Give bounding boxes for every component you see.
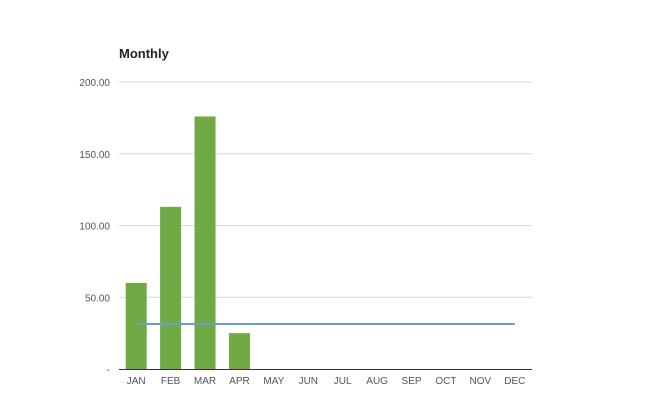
x-tick-label: JAN bbox=[127, 376, 146, 387]
grid-lines bbox=[119, 81, 532, 298]
chart-title: Monthly bbox=[119, 46, 169, 61]
y-tick-label: 50.00 bbox=[85, 293, 110, 304]
y-tick-label: - bbox=[107, 365, 110, 376]
x-tick-label: MAR bbox=[194, 376, 216, 387]
x-tick-label: JUN bbox=[299, 376, 318, 387]
x-tick-label: AUG bbox=[366, 376, 388, 387]
bar bbox=[228, 333, 250, 369]
x-tick-label: SEP bbox=[402, 376, 422, 387]
bar bbox=[194, 116, 216, 369]
tick-labels: - 50.00 100.00 150.00 200.00 JAN FEB MAR APR MAY J… bbox=[79, 78, 525, 387]
bar-series bbox=[125, 116, 250, 369]
x-tick-label: OCT bbox=[435, 376, 456, 387]
bar bbox=[125, 282, 147, 369]
y-tick-label: 150.00 bbox=[79, 150, 110, 161]
x-tick-label: FEB bbox=[161, 376, 181, 387]
y-tick-label: 200.00 bbox=[79, 78, 110, 89]
x-tick-label: NOV bbox=[470, 376, 492, 387]
x-tick-label: APR bbox=[229, 376, 250, 387]
x-tick-label: JUL bbox=[334, 376, 352, 387]
y-tick-label: 100.00 bbox=[79, 222, 110, 233]
bar bbox=[160, 206, 182, 369]
x-tick-label: MAY bbox=[263, 376, 284, 387]
x-tick-label: DEC bbox=[504, 376, 525, 387]
